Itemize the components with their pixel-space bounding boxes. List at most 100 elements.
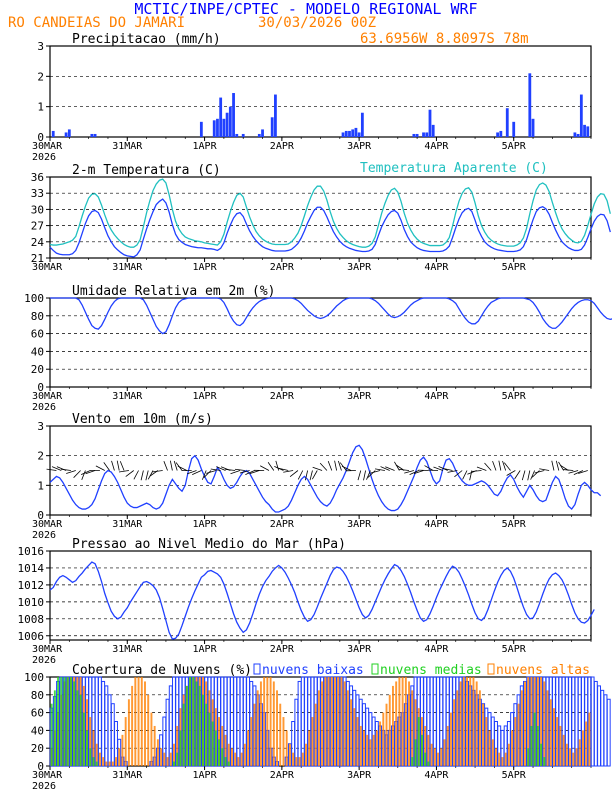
wind-barb xyxy=(216,466,226,471)
pressure-year-label: 2026 xyxy=(32,655,56,666)
cloud-bar-high xyxy=(462,677,465,766)
cloud-bar-high xyxy=(169,752,172,766)
cloud-bar-high xyxy=(334,677,336,766)
wind-barb xyxy=(327,461,333,471)
wind-barb xyxy=(527,470,531,481)
run-label: 30/03/2026 00Z xyxy=(258,15,376,31)
precip-bar xyxy=(241,133,245,137)
cloud-bar-high xyxy=(272,681,275,766)
clouds-year-label: 2026 xyxy=(32,781,56,792)
humidity-ytick-label: 100 xyxy=(24,292,44,305)
wind-barb xyxy=(514,470,521,480)
precip-ytick-label: 3 xyxy=(37,40,44,53)
wind-barb xyxy=(502,460,507,471)
cloud-bar-high xyxy=(453,699,456,766)
temperature-xtick-label: 30MAR xyxy=(32,262,63,273)
location-label: RO CANDEIAS DO JAMARI xyxy=(8,15,185,31)
cloud-bar-low xyxy=(107,694,112,767)
precip-bar xyxy=(505,108,509,137)
cloud-bar-high xyxy=(437,752,440,766)
humidity-xtick-label: 2APR xyxy=(270,391,295,402)
cloud-bar-high xyxy=(227,743,230,766)
cloud-bar-mid xyxy=(192,677,195,766)
precip-bar xyxy=(199,121,203,137)
wind-barb xyxy=(206,470,216,474)
cloud-bar-high xyxy=(282,717,285,766)
cloud-bar-mid xyxy=(527,748,530,766)
wind-barb xyxy=(503,462,511,471)
cloud-bar-mid xyxy=(173,761,175,766)
cloud-bar-high xyxy=(127,699,130,766)
pressure-series-line xyxy=(49,561,595,640)
cloud-bar-mid xyxy=(221,748,224,766)
cloud-bar-high xyxy=(276,690,278,766)
cloud-bar-high xyxy=(466,677,468,766)
humidity-xtick-label: 30MAR xyxy=(32,391,63,402)
wind-barb xyxy=(230,470,241,475)
cloud-bar-low xyxy=(297,680,302,767)
cloud-bar-low xyxy=(597,685,601,767)
cloud-bar-low xyxy=(110,703,115,767)
cloud-bar-mid xyxy=(86,730,88,766)
precip-xtick-label: 5APR xyxy=(502,141,527,152)
wind-barb xyxy=(278,467,289,471)
wind-barb xyxy=(51,466,62,471)
precip-bar xyxy=(232,93,235,137)
cloud-legend-swatch xyxy=(371,663,379,675)
cloud-bar-mid xyxy=(182,703,185,766)
pressure-title: Pressao ao Nivel Medio do Mar (hPa) xyxy=(72,537,346,552)
cloud-legend-swatch xyxy=(487,663,495,675)
cloud-bar-high xyxy=(163,752,166,766)
wind-barb xyxy=(66,470,76,474)
humidity-frame xyxy=(49,297,592,388)
cloud-bar-mid xyxy=(73,681,76,766)
cloud-bar-high xyxy=(350,699,353,766)
precip-ytick-label: 1 xyxy=(37,101,44,114)
cloud-bar-mid xyxy=(205,703,208,766)
cloud-bar-high xyxy=(375,730,378,766)
precip-bar xyxy=(531,118,535,137)
pressure-ytick-label: 1016 xyxy=(18,545,45,558)
wind-barb xyxy=(563,469,574,471)
wind-barb xyxy=(145,470,149,481)
precip-bar xyxy=(261,129,264,137)
precip-bar xyxy=(90,133,94,137)
cloud-bar-high xyxy=(140,677,143,766)
wind-barb xyxy=(531,470,540,478)
wind-barb xyxy=(469,470,473,481)
wind-barb xyxy=(312,466,323,471)
cloud-bar-low xyxy=(165,698,170,767)
cloud-bar-high xyxy=(356,717,359,766)
cloud-bar-high xyxy=(285,730,288,766)
cloud-bar-high xyxy=(134,677,137,766)
cloud-bar-mid xyxy=(427,761,430,766)
temperature-xtick-label: 1APR xyxy=(193,262,218,273)
cloud-bar-high xyxy=(147,694,150,766)
clouds-xtick-label: 5APR xyxy=(502,770,527,781)
wind-barb xyxy=(245,470,255,476)
cloud-bar-low xyxy=(606,698,611,767)
cloud-bar-high xyxy=(449,712,452,766)
cloud-bar-high xyxy=(388,694,391,766)
cloud-bar-mid xyxy=(411,757,414,766)
pressure-ytick-label: 1012 xyxy=(18,579,45,592)
cloud-bar-high xyxy=(327,677,330,766)
cloud-bar-mid xyxy=(92,757,95,766)
pressure-ytick-label: 1006 xyxy=(18,630,45,643)
cloud-bar-low xyxy=(593,680,598,767)
cloud-bar-low xyxy=(104,685,109,767)
wind-barb xyxy=(81,470,86,480)
cloud-bar-mid xyxy=(95,761,98,766)
cloud-bar-high xyxy=(250,717,253,766)
precip-bar xyxy=(583,124,586,137)
cloud-bar-high xyxy=(124,717,127,766)
cloud-bar-mid xyxy=(60,677,63,766)
precip-bar xyxy=(219,97,223,137)
wind-barb xyxy=(462,470,468,480)
cloud-bar-mid xyxy=(424,752,427,766)
precip-year-label: 2026 xyxy=(32,152,56,163)
wind-xtick-label: 31MAR xyxy=(112,519,143,530)
cloud-bar-high xyxy=(118,748,121,766)
cloud-bar-high xyxy=(111,761,114,766)
precip-bar xyxy=(274,94,277,137)
